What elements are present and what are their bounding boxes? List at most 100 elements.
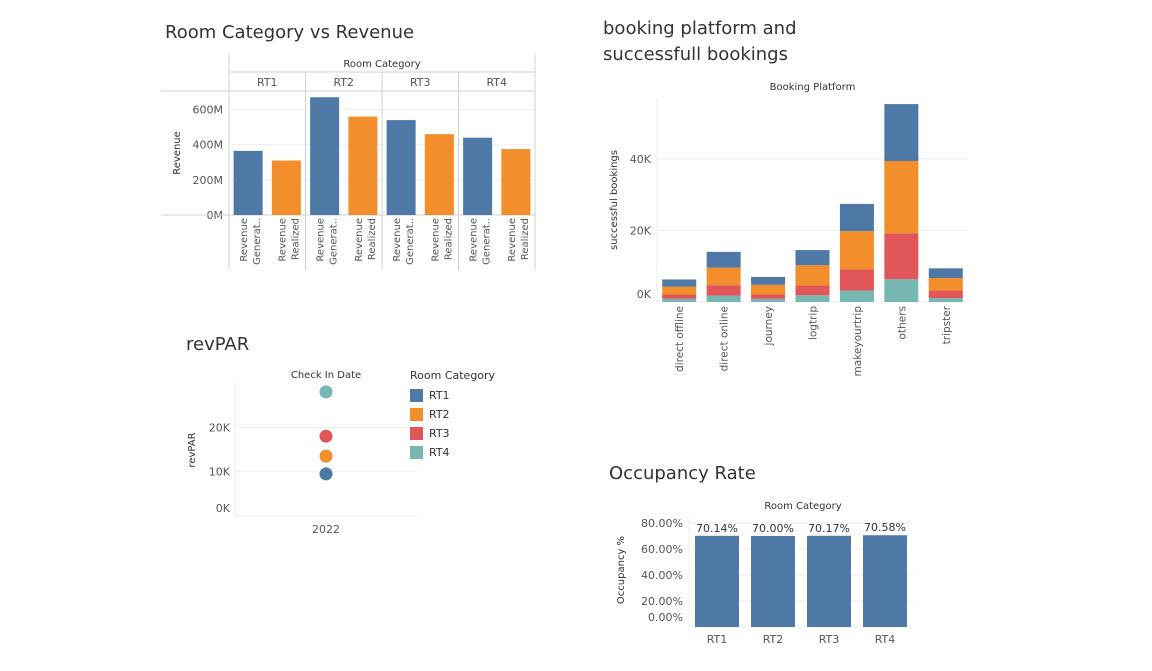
booking-bar-direct-online-rt1	[706, 251, 741, 268]
legend-label-rt3: RT3	[429, 427, 450, 440]
booking-bar-logtrip-rt3	[795, 285, 830, 296]
occupancy-y-axis-title: Occupancy %	[616, 536, 627, 604]
legend-swatch-rt3	[410, 427, 423, 440]
revenue-bar-rt4-generated	[463, 137, 493, 215]
legend-item-rt2[interactable]: RT2	[410, 405, 495, 424]
legend-swatch-rt1	[410, 389, 423, 402]
booking-bar-tripster-rt4	[928, 298, 963, 302]
revenue-category-label-rt3: RT3	[410, 76, 431, 89]
revpar-point-rt3	[319, 429, 333, 443]
legend-title: Room Category	[410, 369, 496, 382]
occupancy-column-header: Room Category	[764, 501, 841, 512]
revenue-measure-label-rt2-1-b: Realized	[367, 218, 378, 260]
occupancy-x-label-rt4: RT4	[875, 633, 896, 646]
booking-bar-direct-offline-rt3	[662, 294, 697, 299]
revenue-bar-rt3-realized	[424, 134, 454, 215]
occupancy-bar-rt4	[863, 535, 907, 627]
occupancy-bar-rt1	[695, 535, 739, 627]
revenue-category-label-rt2: RT2	[333, 76, 354, 89]
booking-chart-title-line1: booking platform and	[603, 18, 797, 39]
revpar-legend: Room Category RT1 RT2 RT3 RT4	[410, 369, 495, 462]
revpar-x-label-2022: 2022	[312, 523, 340, 536]
occupancy-data-label-rt2: 70.00%	[752, 522, 794, 535]
revenue-measure-label-rt1-0-a: Revenue	[239, 218, 250, 262]
booking-bar-direct-online-rt4	[706, 295, 741, 302]
booking-bar-journey-rt3	[751, 294, 786, 299]
revenue-measure-label-rt1-1-a: Revenue	[277, 218, 288, 262]
revpar-point-rt4	[319, 385, 333, 399]
booking-bar-makeyourtrip-rt1	[839, 203, 874, 232]
booking-chart-title-line2: successfull bookings	[603, 44, 788, 65]
revenue-bar-rt2-generated	[310, 97, 340, 215]
revpar-column-header: Check In Date	[291, 370, 361, 381]
revenue-chart-title: Room Category vs Revenue	[165, 22, 415, 43]
occupancy-data-label-rt3: 70.17%	[808, 522, 850, 535]
booking-bar-others-rt4	[884, 279, 919, 302]
occupancy-data-label-rt4: 70.58%	[864, 521, 906, 534]
legend-item-rt1[interactable]: RT1	[410, 386, 495, 405]
revenue-measure-label-rt3-1-b: Realized	[443, 218, 454, 260]
revenue-category-label-rt4: RT4	[486, 76, 507, 89]
booking-bar-direct-offline-rt2	[662, 286, 697, 295]
occupancy-bar-rt2	[751, 536, 795, 627]
booking-bar-journey-rt1	[751, 276, 786, 285]
revenue-measure-label-rt4-0-a: Revenue	[469, 218, 480, 262]
revenue-bar-rt2-realized	[348, 116, 378, 215]
revenue-measure-label-rt1-0-b: Generat..	[252, 218, 263, 265]
legend-label-rt1: RT1	[429, 389, 450, 402]
revenue-measure-label-rt1-1-b: Realized	[290, 218, 301, 260]
revenue-y-axis-title: Revenue	[172, 131, 183, 175]
revenue-bar-rt1-realized	[271, 160, 301, 215]
revenue-measure-label-rt3-0-b: Generat..	[405, 218, 416, 265]
revenue-column-header: Room Category	[343, 59, 420, 70]
booking-bar-others-rt3	[884, 233, 919, 280]
booking-bar-logtrip-rt2	[795, 265, 830, 286]
revenue-measure-label-rt2-0-a: Revenue	[316, 218, 327, 262]
occupancy-y-tick-4: 80.00%	[641, 517, 683, 530]
legend-label-rt2: RT2	[429, 408, 450, 421]
booking-y-tick-1: 20K	[630, 224, 652, 237]
revenue-y-tick-1: 200M	[193, 174, 224, 187]
revenue-bar-rt4-realized	[501, 149, 531, 215]
booking-x-label-tripster: tripster	[941, 305, 953, 344]
booking-bar-tripster-rt3	[928, 290, 963, 299]
occupancy-x-label-rt3: RT3	[819, 633, 840, 646]
booking-bar-makeyourtrip-rt4	[839, 290, 874, 302]
occupancy-data-label-rt1: 70.14%	[696, 522, 738, 535]
revenue-bar-rt1-generated	[233, 150, 263, 215]
revenue-measure-label-rt3-0-a: Revenue	[392, 218, 403, 262]
booking-bar-journey-rt2	[751, 284, 786, 295]
revpar-y-tick-0: 0K	[216, 502, 231, 515]
booking-bar-others-rt2	[884, 160, 919, 234]
occupancy-y-tick-2: 40.00%	[641, 569, 683, 582]
legend-item-rt3[interactable]: RT3	[410, 424, 495, 443]
legend-label-rt4: RT4	[429, 446, 450, 459]
booking-bar-makeyourtrip-rt2	[839, 231, 874, 270]
booking-column-header: Booking Platform	[770, 82, 856, 93]
booking-y-tick-2: 40K	[630, 153, 652, 166]
booking-x-label-others: others	[896, 306, 908, 339]
occupancy-y-tick-1: 20.00%	[641, 595, 683, 608]
revpar-y-tick-1: 10K	[209, 466, 231, 479]
booking-bar-tripster-rt2	[928, 278, 963, 291]
occupancy-x-label-rt2: RT2	[763, 633, 784, 646]
booking-x-label-direct-online: direct online	[719, 306, 731, 371]
revenue-measure-label-rt4-0-b: Generat..	[482, 218, 493, 265]
occupancy-y-tick-3: 60.00%	[641, 543, 683, 556]
booking-bar-logtrip-rt4	[795, 295, 830, 302]
booking-bar-makeyourtrip-rt3	[839, 269, 874, 291]
revpar-point-rt2	[319, 449, 333, 463]
revenue-category-label-rt1: RT1	[257, 76, 278, 89]
booking-x-label-logtrip: logtrip	[808, 306, 820, 340]
revpar-y-tick-2: 20K	[209, 421, 231, 434]
legend-item-rt4[interactable]: RT4	[410, 443, 495, 462]
revpar-chart-title: revPAR	[186, 334, 250, 355]
revenue-measure-label-rt4-1-a: Revenue	[507, 218, 518, 262]
revenue-bar-rt3-generated	[386, 120, 416, 215]
booking-bar-direct-online-rt3	[706, 285, 741, 296]
legend-swatch-rt4	[410, 446, 423, 459]
booking-bar-direct-online-rt2	[706, 267, 741, 286]
revenue-measure-label-rt3-1-a: Revenue	[430, 218, 441, 262]
booking-y-axis-title: successful bookings	[609, 150, 620, 250]
occupancy-y-tick-0: 0.00%	[648, 611, 683, 624]
